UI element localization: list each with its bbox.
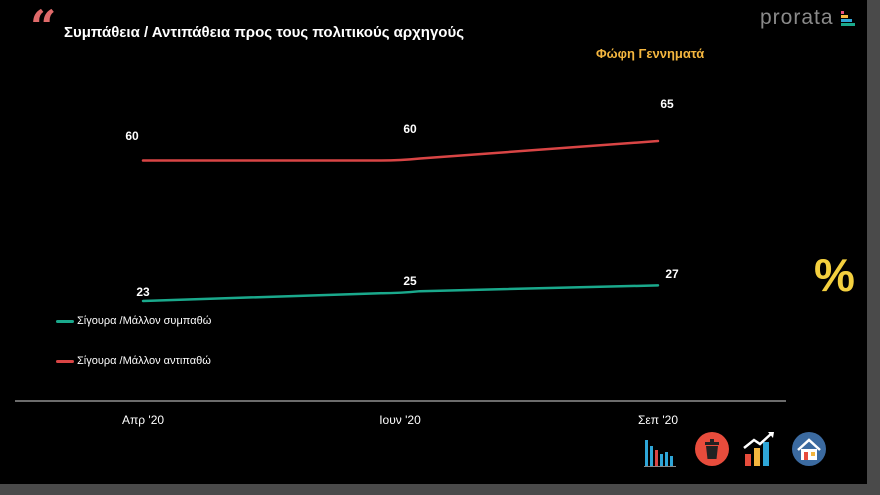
legend-item-negative: Σίγουρα /Μάλλον αντιπαθώ bbox=[56, 355, 211, 367]
legend-swatch-positive bbox=[56, 319, 74, 323]
data-label: 25 bbox=[403, 274, 417, 288]
percent-icon: % bbox=[814, 249, 855, 301]
trash-bin-icon[interactable] bbox=[694, 431, 730, 467]
data-label: 27 bbox=[665, 267, 679, 281]
data-label: 60 bbox=[125, 129, 139, 143]
chart-title: Συμπάθεια / Αντιπάθεια προς τους πολιτικ… bbox=[64, 24, 465, 41]
data-label: 65 bbox=[660, 97, 674, 111]
quote-icon: “ bbox=[30, 0, 57, 54]
series-line-positive bbox=[141, 284, 660, 303]
legend-label-positive: Σίγουρα /Μάλλον συμπαθώ bbox=[77, 315, 212, 327]
brand-logo-icon bbox=[839, 9, 855, 27]
legend-label-negative: Σίγουρα /Μάλλον αντιπαθώ bbox=[77, 355, 211, 367]
brand-logo-text: prorata bbox=[760, 6, 834, 29]
frame-edge-right bbox=[867, 0, 880, 495]
bar-chart-icon[interactable] bbox=[643, 432, 679, 468]
series-line-negative bbox=[141, 139, 660, 162]
legend-swatch-negative bbox=[56, 359, 74, 363]
legend-item-positive: Σίγουρα /Μάλλον συμπαθώ bbox=[56, 315, 211, 327]
x-tick-label: Σεπ '20 bbox=[638, 413, 678, 427]
x-tick-label: Ιουν '20 bbox=[379, 413, 421, 427]
growth-chart-icon[interactable] bbox=[742, 430, 778, 468]
data-label: 60 bbox=[403, 122, 417, 136]
house-icon[interactable] bbox=[791, 431, 827, 467]
x-tick-label: Απρ '20 bbox=[122, 413, 164, 427]
frame-edge-bottom bbox=[0, 484, 880, 495]
data-label: 23 bbox=[136, 285, 150, 299]
slide: “ Συμπάθεια / Αντιπάθεια προς τους πολιτ… bbox=[0, 0, 867, 484]
chart-subtitle: Φώφη Γεννηματά bbox=[596, 46, 705, 61]
line-chart: Απρ '20 Ιουν '20 Σεπ '20 23 25 27 60 60 65 bbox=[15, 97, 786, 427]
